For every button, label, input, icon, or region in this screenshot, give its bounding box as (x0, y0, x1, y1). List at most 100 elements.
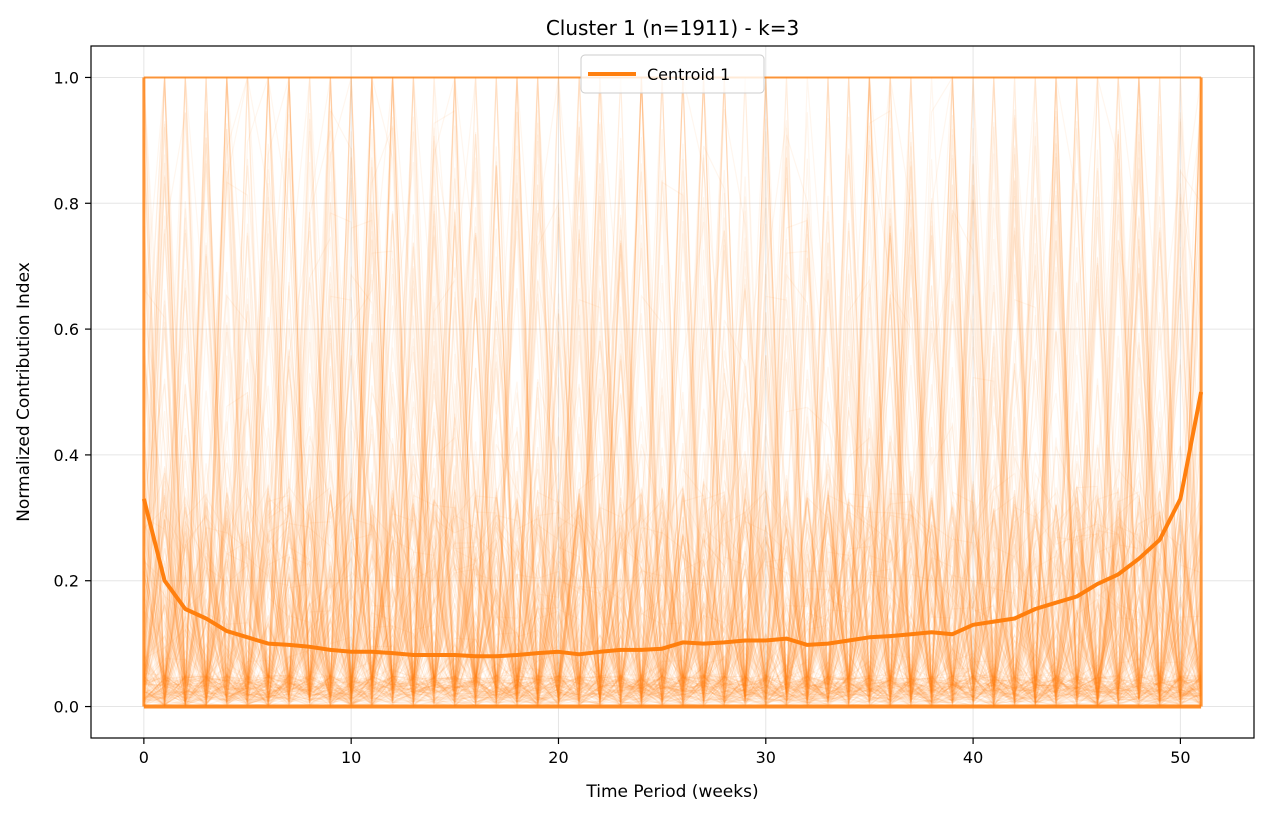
member-line (143, 77, 1202, 706)
member-line (143, 77, 1202, 707)
member-line (143, 77, 1202, 706)
member-line (143, 77, 1202, 706)
member-line (143, 77, 1202, 708)
member-line (143, 77, 1202, 707)
member-line (143, 77, 1202, 708)
x-axis-ticks: 0 10 20 30 40 50 (139, 738, 1191, 767)
member-line (143, 77, 1202, 706)
member-line (143, 77, 1202, 709)
member-line (143, 77, 1202, 706)
member-line (143, 77, 1202, 707)
member-line (143, 77, 1202, 707)
x-tick-label: 0 (139, 748, 149, 767)
member-line (143, 77, 1202, 706)
member-line (143, 77, 1202, 707)
member-line (143, 77, 1202, 707)
member-line (143, 77, 1202, 708)
member-line (143, 77, 1202, 707)
member-line (143, 77, 1202, 707)
member-line (143, 77, 1202, 707)
centroid-line (141, 391, 1204, 659)
member-line (143, 77, 1202, 707)
member-line (143, 77, 1202, 709)
member-line (143, 77, 1202, 707)
member-line (143, 77, 1202, 707)
member-line (143, 77, 1202, 706)
member-line (143, 77, 1202, 709)
member-line (143, 77, 1202, 704)
member-lines (142, 75, 1203, 709)
member-line (143, 77, 1202, 708)
member-line (143, 77, 1202, 706)
member-line (143, 77, 1202, 705)
member-line (143, 77, 1202, 709)
member-line (143, 77, 1202, 705)
member-line (143, 77, 1202, 707)
member-line (143, 77, 1202, 706)
member-line (143, 77, 1202, 706)
member-line (143, 77, 1202, 708)
member-line (143, 77, 1202, 708)
member-line (143, 77, 1202, 707)
member-line (143, 77, 1202, 707)
member-line (143, 77, 1202, 708)
member-line (143, 77, 1202, 706)
member-line (143, 77, 1202, 706)
member-line (143, 77, 1202, 707)
member-line (142, 77, 1203, 707)
chart-title: Cluster 1 (n=1911) - k=3 (546, 16, 799, 40)
member-line (143, 77, 1202, 706)
x-tick-label: 20 (548, 748, 568, 767)
member-line (143, 77, 1202, 708)
y-axis-title: Normalized Contribution Index (14, 262, 34, 522)
member-line (143, 77, 1202, 706)
member-line (143, 77, 1202, 708)
member-line (143, 77, 1202, 703)
member-line (143, 77, 1202, 706)
member-line (143, 77, 1202, 708)
member-line (143, 77, 1202, 707)
member-line (143, 77, 1202, 708)
member-line (143, 77, 1202, 704)
member-line (143, 77, 1202, 708)
member-line (143, 77, 1202, 708)
member-line (143, 77, 1202, 707)
member-line (143, 77, 1202, 708)
member-line (143, 77, 1202, 708)
member-line (143, 77, 1202, 707)
member-line (143, 77, 1202, 706)
member-line (143, 77, 1202, 708)
member-line (143, 77, 1202, 707)
member-line (143, 77, 1202, 707)
member-line (143, 77, 1202, 708)
member-line (143, 77, 1202, 708)
member-line (143, 77, 1202, 707)
x-tick-label: 10 (341, 748, 361, 767)
member-line (143, 77, 1202, 707)
member-line (143, 77, 1202, 706)
member-line (143, 77, 1202, 708)
member-line (143, 77, 1202, 706)
member-line (143, 77, 1202, 707)
member-line (143, 77, 1202, 707)
member-line (143, 77, 1202, 703)
member-line (143, 77, 1202, 707)
x-tick-label: 50 (1170, 748, 1190, 767)
member-line (143, 77, 1202, 706)
member-line (143, 77, 1202, 708)
member-line (143, 77, 1202, 705)
member-line (143, 77, 1202, 707)
y-tick-label: 1.0 (54, 68, 79, 87)
member-line (143, 77, 1202, 704)
member-line (143, 77, 1202, 707)
plot-frame (90, 45, 1255, 739)
member-line (143, 77, 1202, 707)
member-line (143, 77, 1202, 707)
member-line (143, 77, 1202, 707)
member-line (143, 77, 1202, 708)
member-line (143, 77, 1202, 708)
member-line (143, 77, 1202, 706)
member-line (143, 77, 1202, 707)
member-line (143, 77, 1202, 707)
